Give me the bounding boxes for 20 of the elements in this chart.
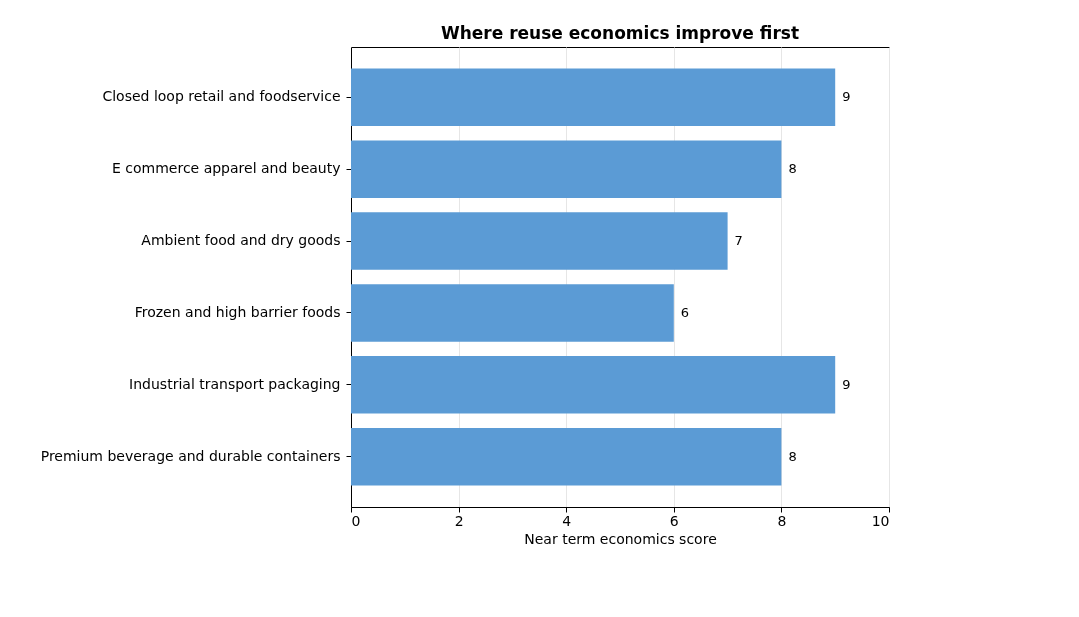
y-tick-label: Premium beverage and durable containers xyxy=(40,447,341,464)
y-tick-label: Frozen and high barrier foods xyxy=(134,303,341,320)
y-tick-label: Industrial transport packaging xyxy=(129,375,341,392)
data-label: 8 xyxy=(788,161,797,177)
data-label: 9 xyxy=(842,89,851,105)
data-label: 7 xyxy=(734,233,743,249)
data-label: 9 xyxy=(842,376,851,392)
y-tick-label: Ambient food and dry goods xyxy=(141,232,341,249)
y-tick-label: E commerce apparel and beauty xyxy=(111,160,341,177)
x-tick-label: 4 xyxy=(562,512,572,529)
x-axis-title: Near term economics score xyxy=(524,530,717,547)
x-tick-label: 10 xyxy=(871,512,890,529)
data-label: 6 xyxy=(680,304,690,320)
chart-title: Where reuse economics improve first xyxy=(440,23,800,43)
x-tick-label: 2 xyxy=(454,512,464,529)
x-tick-label: 6 xyxy=(669,512,679,529)
x-tick-label: 0 xyxy=(351,512,361,529)
y-tick-label: Closed loop retail and foodservice xyxy=(102,88,341,105)
data-label: 8 xyxy=(788,448,797,464)
x-tick-label: 8 xyxy=(777,512,787,529)
